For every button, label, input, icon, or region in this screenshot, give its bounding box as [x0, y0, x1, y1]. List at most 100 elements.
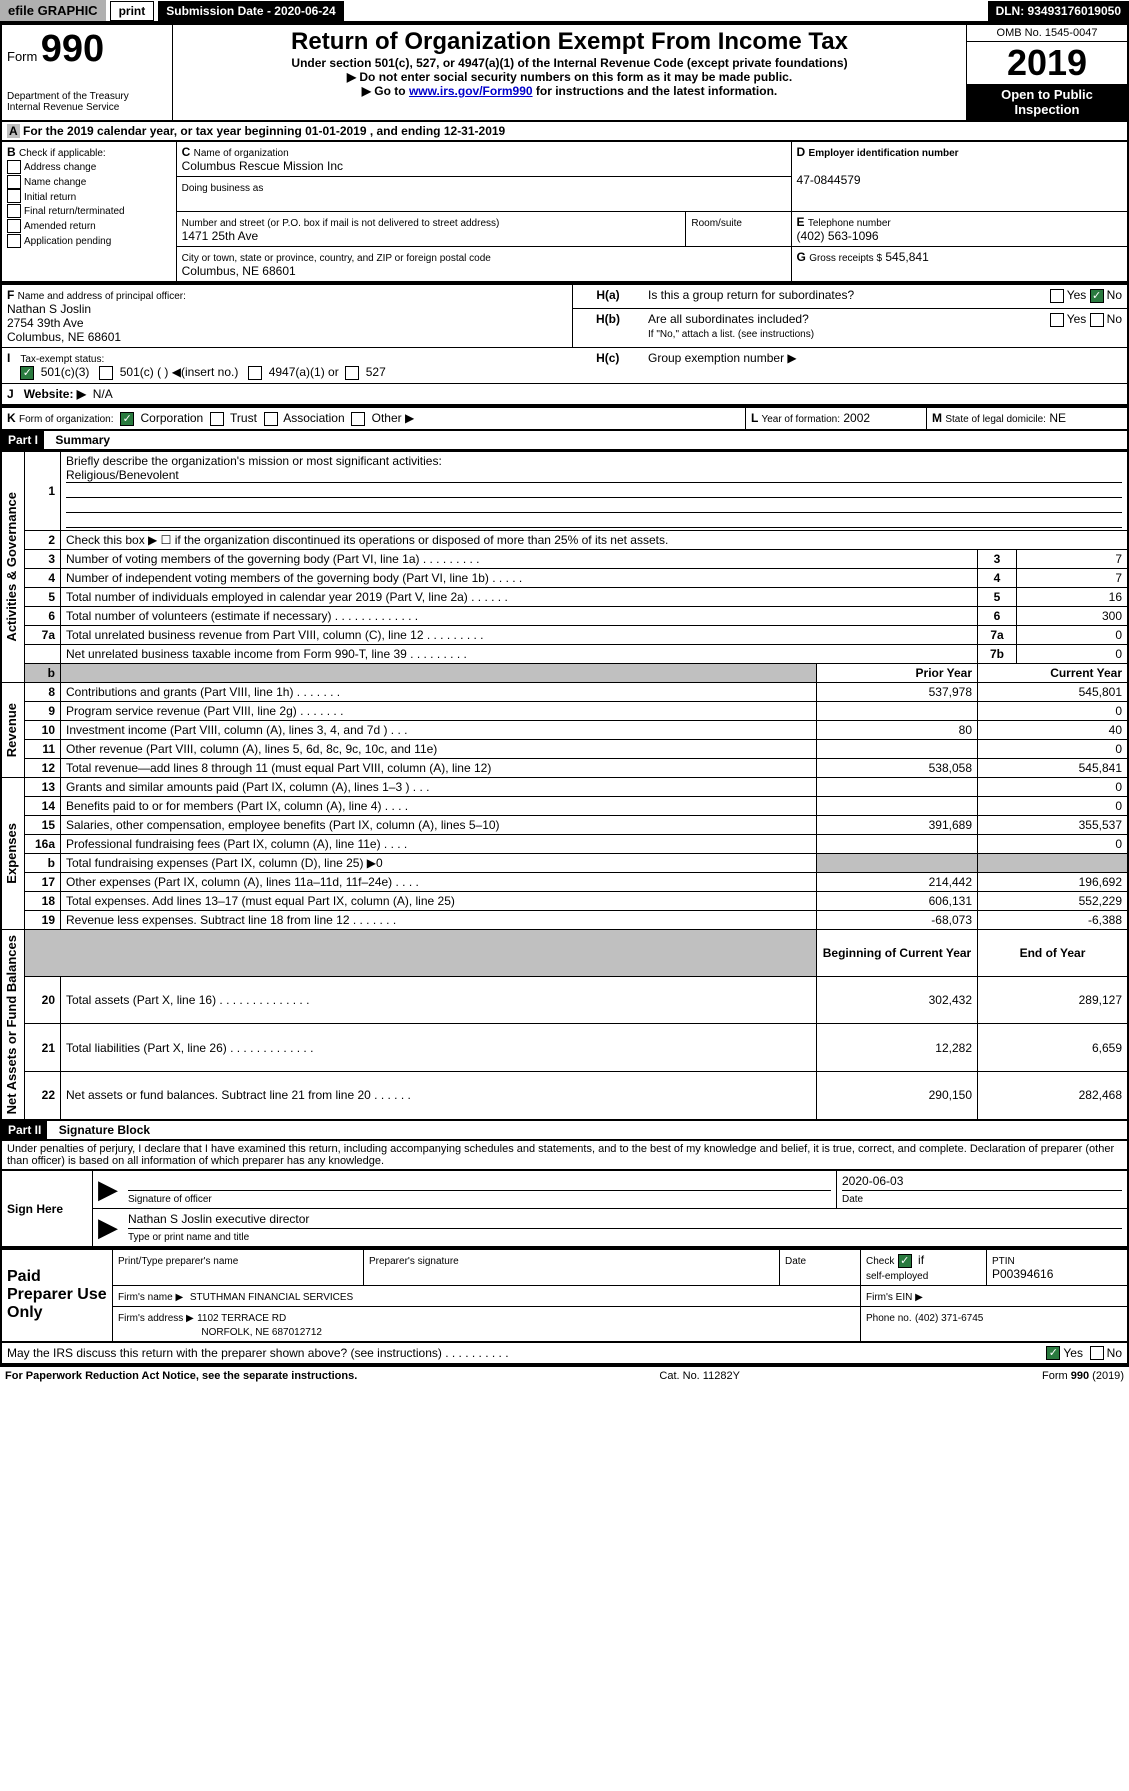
cb-corp[interactable]: ✓: [120, 412, 134, 426]
omb-number: OMB No. 1545-0047: [967, 25, 1127, 42]
cb-self-emp[interactable]: ✓: [898, 1254, 912, 1268]
irs-link[interactable]: www.irs.gov/Form990: [409, 84, 533, 98]
ein-label: Employer identification number: [809, 148, 959, 159]
cb-527[interactable]: [345, 366, 359, 380]
website-label: Website: ▶: [24, 387, 86, 401]
topbar: efile GRAPHIC print Submission Date - 20…: [0, 0, 1129, 23]
domicile-value: NE: [1049, 411, 1066, 425]
cb-501c[interactable]: [99, 366, 113, 380]
summary-row: 4Number of independent voting members of…: [1, 568, 1128, 587]
cb-discuss-yes[interactable]: ✓: [1046, 1346, 1060, 1360]
form-org-row: K Form of organization: ✓ Corporation Tr…: [0, 406, 1129, 431]
section-net: Net Assets or Fund Balances: [2, 930, 21, 1119]
cb-other[interactable]: [351, 412, 365, 426]
cb-ha-yes[interactable]: [1050, 289, 1064, 303]
cb-assoc[interactable]: [264, 412, 278, 426]
firm-name: STUTHMAN FINANCIAL SERVICES: [190, 1292, 353, 1303]
cb-hb-yes[interactable]: [1050, 313, 1064, 327]
mission-text: Religious/Benevolent: [66, 468, 1122, 483]
part1-title: Summary: [47, 433, 110, 447]
officer-name: Nathan S Joslin: [7, 302, 91, 316]
name-label: Name of organization: [194, 148, 289, 159]
ptin-value: P00394616: [992, 1267, 1053, 1281]
submission-date: Submission Date - 2020-06-24: [158, 1, 343, 21]
notice-goto-post: for instructions and the latest informat…: [533, 84, 778, 98]
signature-block: Sign Here ▶ Signature of officer 2020-06…: [0, 1169, 1129, 1248]
cb-initial-return[interactable]: [7, 189, 21, 203]
summary-row: 17Other expenses (Part IX, column (A), l…: [1, 872, 1128, 891]
q1-text: Briefly describe the organization's miss…: [66, 454, 442, 468]
summary-table: Activities & Governance 1 Briefly descri…: [0, 451, 1129, 1121]
city-value: Columbus, NE 68601: [182, 264, 296, 278]
summary-row: 22Net assets or fund balances. Subtract …: [1, 1071, 1128, 1120]
cb-final-return[interactable]: [7, 204, 21, 218]
footer-right: Form 990 (2019): [1042, 1370, 1124, 1382]
cb-app-pending[interactable]: [7, 234, 21, 248]
efile-label: efile GRAPHIC: [0, 0, 106, 21]
part1-header: Part I: [2, 431, 44, 449]
print-button[interactable]: print: [110, 1, 155, 21]
ein-value: 47-0844579: [797, 173, 861, 187]
summary-row: Net unrelated business taxable income fr…: [1, 644, 1128, 663]
col-end: End of Year: [978, 929, 1129, 976]
type-name-label: Type or print name and title: [128, 1232, 249, 1243]
cb-4947[interactable]: [248, 366, 262, 380]
date-label: Date: [842, 1194, 863, 1205]
summary-row: 15Salaries, other compensation, employee…: [1, 815, 1128, 834]
officer-addr1: 2754 39th Ave: [7, 316, 84, 330]
cb-hb-no[interactable]: [1090, 313, 1104, 327]
paid-preparer-block: Paid Preparer Use Only Print/Type prepar…: [0, 1248, 1129, 1343]
cb-amended[interactable]: [7, 219, 21, 233]
phone-value: (402) 563-1096: [797, 229, 879, 243]
hb-text: Are all subordinates included?: [648, 312, 809, 326]
officer-typed-name: Nathan S Joslin executive director: [128, 1212, 1122, 1229]
street-address: 1471 25th Ave: [182, 229, 259, 243]
cb-discuss-no[interactable]: [1090, 1346, 1104, 1360]
officer-label: Name and address of principal officer:: [18, 291, 186, 302]
summary-row: 6Total number of volunteers (estimate if…: [1, 606, 1128, 625]
summary-row: 5Total number of individuals employed in…: [1, 587, 1128, 606]
footer-left: For Paperwork Reduction Act Notice, see …: [5, 1370, 357, 1382]
sign-here-label: Sign Here: [7, 1202, 63, 1216]
col-current: Current Year: [978, 663, 1129, 682]
prep-sig-label: Preparer's signature: [369, 1256, 459, 1267]
cb-address-change[interactable]: [7, 160, 21, 174]
summary-row: 18Total expenses. Add lines 13–17 (must …: [1, 891, 1128, 910]
tax-year: 2019: [967, 42, 1127, 84]
cb-name-change[interactable]: [7, 175, 21, 189]
form-header: Form 990 Department of the Treasury Inte…: [0, 23, 1129, 122]
summary-row: 16aProfessional fundraising fees (Part I…: [1, 834, 1128, 853]
form-subtitle: Under section 501(c), 527, or 4947(a)(1)…: [178, 56, 961, 70]
cb-501c3[interactable]: ✓: [20, 366, 34, 380]
discuss-text: May the IRS discuss this return with the…: [7, 1346, 1046, 1360]
section-ag: Activities & Governance: [2, 487, 21, 647]
footer: For Paperwork Reduction Act Notice, see …: [0, 1365, 1129, 1385]
officer-group: F Name and address of principal officer:…: [0, 283, 1129, 406]
form-title: Return of Organization Exempt From Incom…: [178, 28, 961, 56]
tax-status-label: Tax-exempt status:: [20, 354, 104, 365]
firm-ein-label: Firm's EIN ▶: [866, 1292, 923, 1303]
line-a-prefix: A: [7, 124, 20, 138]
hb-note: If "No," attach a list. (see instruction…: [648, 329, 814, 340]
hc-text: Group exemption number ▶: [648, 351, 797, 365]
sig-date: 2020-06-03: [842, 1174, 1122, 1191]
sig-officer-label: Signature of officer: [128, 1194, 212, 1205]
room-label: Room/suite: [691, 218, 742, 229]
firm-addr1: 1102 TERRACE RD: [197, 1313, 286, 1324]
addr-label: Number and street (or P.O. box if mail i…: [182, 218, 500, 229]
dept-irs: Internal Revenue Service: [7, 102, 167, 113]
box-b-label: Check if applicable:: [19, 148, 106, 159]
prep-date-label: Date: [785, 1256, 806, 1267]
cb-ha-no[interactable]: ✓: [1090, 289, 1104, 303]
cb-trust[interactable]: [210, 412, 224, 426]
open-public: Open to Public Inspection: [967, 84, 1127, 120]
year-form-label: Year of formation:: [761, 414, 840, 425]
dln-label: DLN: 93493176019050: [988, 1, 1129, 21]
col-begin: Beginning of Current Year: [817, 929, 978, 976]
website-value: N/A: [93, 387, 113, 401]
summary-row: 20Total assets (Part X, line 16) . . . .…: [1, 977, 1128, 1024]
year-form-value: 2002: [843, 411, 870, 425]
prep-name-label: Print/Type preparer's name: [118, 1256, 238, 1267]
summary-row: 12Total revenue—add lines 8 through 11 (…: [1, 758, 1128, 777]
entity-info: B Check if applicable: Address change Na…: [0, 140, 1129, 283]
